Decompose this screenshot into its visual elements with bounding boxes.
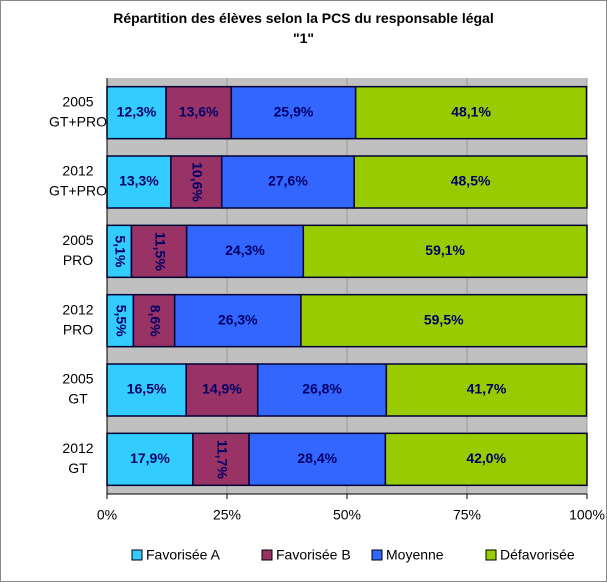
legend-label: Favorisée A xyxy=(146,547,221,563)
y-tick-label: 2012 xyxy=(62,440,93,456)
bar-segment xyxy=(354,85,588,140)
y-tick-label: 2005 xyxy=(62,232,93,248)
bar-segment xyxy=(256,363,388,417)
x-tick-label: 100% xyxy=(569,507,605,523)
data-label: 8,6% xyxy=(147,305,163,337)
y-tick-label: GT+PRO xyxy=(49,183,107,199)
bar-segment xyxy=(106,432,194,487)
legend-swatch xyxy=(371,549,383,561)
data-label: 13,3% xyxy=(119,173,159,189)
data-label: 25,9% xyxy=(274,103,314,119)
bar-segment xyxy=(106,224,133,279)
y-tick-label: PRO xyxy=(63,321,93,337)
data-label: 17,9% xyxy=(130,450,170,466)
bar-segment xyxy=(106,85,167,140)
data-label: 16,5% xyxy=(127,381,167,397)
y-tick-label: PRO xyxy=(63,252,93,268)
data-label: 12,3% xyxy=(117,103,157,119)
data-label: 10,6% xyxy=(190,162,206,202)
legend-swatch xyxy=(261,549,273,561)
bar-segment xyxy=(302,224,588,279)
y-tick-label: 2012 xyxy=(62,163,93,179)
legend-label: Moyenne xyxy=(386,547,444,563)
data-label: 27,6% xyxy=(268,173,308,189)
bar-segment xyxy=(230,85,357,140)
bar-segment xyxy=(248,432,387,487)
data-label: 11,7% xyxy=(214,440,230,479)
legend-swatch xyxy=(485,549,497,561)
x-tick-label: 0% xyxy=(97,507,117,523)
y-tick-label: GT xyxy=(68,391,88,407)
data-label: 5,1% xyxy=(113,235,129,267)
legend-label: Favorisée B xyxy=(276,547,351,563)
y-tick-label: 2005 xyxy=(62,371,93,387)
x-tick-label: 50% xyxy=(333,507,361,523)
data-label: 48,5% xyxy=(451,173,491,189)
data-label: 13,6% xyxy=(179,103,219,119)
data-label: 59,5% xyxy=(424,311,464,327)
data-label: 5,5% xyxy=(113,305,129,337)
bar-segment xyxy=(384,432,588,487)
data-label: 11,5% xyxy=(152,232,168,271)
bar-segment xyxy=(385,363,588,417)
data-label: 48,1% xyxy=(451,103,491,119)
bar-segment xyxy=(170,155,223,209)
y-tick-label: 2005 xyxy=(62,93,93,109)
data-label: 41,7% xyxy=(467,381,507,397)
y-tick-label: GT+PRO xyxy=(49,113,107,129)
bar-segment xyxy=(130,224,188,279)
bar-segment xyxy=(300,293,588,348)
bar-segment xyxy=(173,293,302,348)
chart-title: Répartition des élèves selon la PCS du r… xyxy=(113,10,494,46)
legend-swatch xyxy=(131,549,143,561)
data-label: 26,8% xyxy=(302,381,342,397)
data-label: 24,3% xyxy=(225,242,265,258)
data-label: 26,3% xyxy=(218,311,258,327)
data-label: 42,0% xyxy=(466,450,506,466)
data-label: 28,4% xyxy=(297,450,337,466)
data-label: 14,9% xyxy=(202,381,242,397)
y-tick-label: GT xyxy=(68,460,88,476)
bar-segment xyxy=(353,155,588,209)
legend-label: Défavorisée xyxy=(500,547,575,563)
x-tick-label: 25% xyxy=(213,507,241,523)
bar-segment xyxy=(185,363,259,417)
data-label: 59,1% xyxy=(425,242,465,258)
x-tick-label: 75% xyxy=(453,507,481,523)
bar-segment xyxy=(106,363,187,417)
bar-segment xyxy=(165,85,233,140)
y-tick-label: 2012 xyxy=(62,301,93,317)
